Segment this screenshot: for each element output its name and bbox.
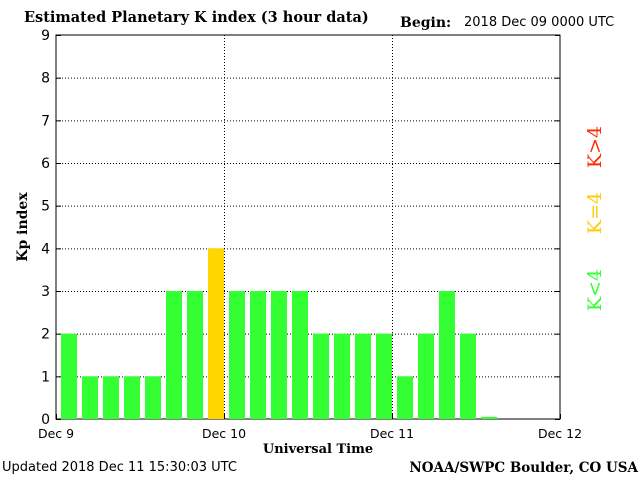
begin-label: Begin: <box>400 15 452 31</box>
kp-bar <box>376 333 392 419</box>
legend-item: K=4 <box>584 192 606 234</box>
kp-bar <box>292 291 308 419</box>
kp-bar <box>61 333 77 419</box>
kp-bar <box>103 376 119 419</box>
y-tick-label: 7 <box>41 113 50 129</box>
kp-bar <box>145 376 161 419</box>
kp-bar <box>355 333 371 419</box>
chart-title: Estimated Planetary K index (3 hour data… <box>24 9 369 26</box>
kp-bar <box>82 376 98 419</box>
x-tick-label: Dec 11 <box>370 426 414 441</box>
kp-bar <box>439 291 455 419</box>
kp-bar <box>481 416 497 419</box>
kp-bar <box>313 333 329 419</box>
y-tick-label: 2 <box>41 327 50 343</box>
y-tick-label: 4 <box>41 241 50 257</box>
kp-bar <box>334 333 350 419</box>
data-source: NOAA/SWPC Boulder, CO USA <box>409 460 638 476</box>
kp-bar <box>460 333 476 419</box>
y-tick-label: 5 <box>41 199 50 215</box>
kp-bar <box>124 376 140 419</box>
legend-item: K<4 <box>584 269 606 311</box>
x-axis-label: Universal Time <box>263 442 373 457</box>
kp-bar <box>418 333 434 419</box>
kp-bar <box>250 291 266 419</box>
y-tick-label: 8 <box>41 71 50 87</box>
kp-bar <box>229 291 245 419</box>
begin-value: 2018 Dec 09 0000 UTC <box>464 15 615 30</box>
x-tick-label: Dec 12 <box>538 426 582 441</box>
updated-timestamp: Updated 2018 Dec 11 15:30:03 UTC <box>2 460 237 475</box>
kp-bar <box>187 291 203 419</box>
x-tick-label: Dec 9 <box>38 426 74 441</box>
kp-bar <box>208 248 224 419</box>
kp-bar <box>397 376 413 419</box>
x-tick-label: Dec 10 <box>202 426 246 441</box>
kp-bar <box>166 291 182 419</box>
kp-bar <box>271 291 287 419</box>
y-tick-label: 9 <box>41 28 50 44</box>
y-tick-label: 6 <box>41 156 50 172</box>
y-tick-label: 3 <box>41 284 50 300</box>
y-axis-label: Kp index <box>15 192 31 262</box>
legend-item: K>4 <box>584 126 606 168</box>
y-tick-label: 0 <box>41 412 50 428</box>
y-tick-label: 1 <box>41 369 50 385</box>
